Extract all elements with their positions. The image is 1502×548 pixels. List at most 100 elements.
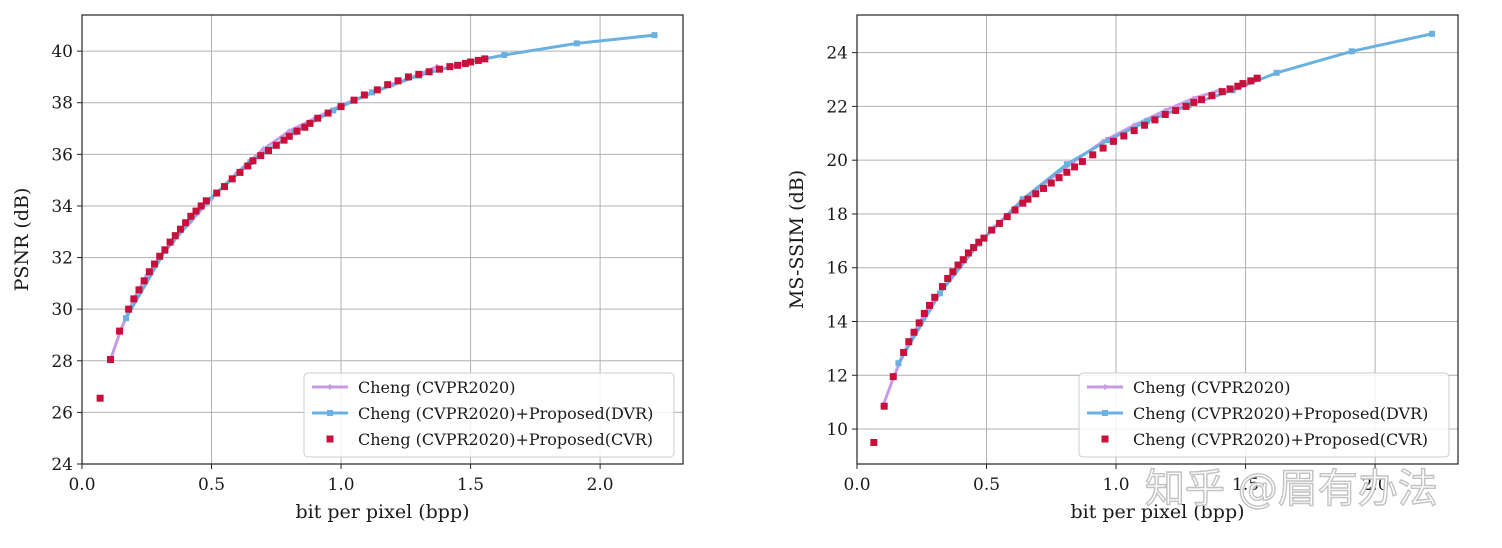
- watermark-text: 知乎 @眉有办法: [1145, 466, 1438, 512]
- data-point: [337, 103, 345, 111]
- data-point: [161, 246, 169, 254]
- y-tick-label: 16: [826, 259, 848, 279]
- data-point: [980, 234, 988, 242]
- data-point: [915, 319, 923, 327]
- y-tick-label: 18: [826, 205, 848, 225]
- data-point: [197, 202, 205, 210]
- y-tick-label: 20: [826, 151, 848, 171]
- data-point: [425, 68, 433, 76]
- data-point: [651, 32, 658, 39]
- data-point: [964, 249, 972, 257]
- data-point: [1063, 168, 1071, 176]
- series-0: [879, 87, 1223, 410]
- legend-marker: [1101, 435, 1109, 443]
- data-point: [900, 348, 908, 356]
- data-point: [910, 328, 918, 336]
- x-tick-label: 1.0: [328, 475, 355, 495]
- data-point: [959, 256, 967, 264]
- legend-box: [1078, 372, 1450, 458]
- legend-entry-label: Cheng (CVPR2020)+Proposed(DVR): [1133, 404, 1428, 423]
- data-point: [889, 373, 897, 381]
- data-point: [324, 109, 332, 117]
- x-tick-label: 2.0: [587, 475, 614, 495]
- data-point: [96, 394, 104, 402]
- data-point: [1253, 74, 1261, 82]
- series-2: [870, 74, 1261, 446]
- x-tick-label: 1.5: [457, 475, 484, 495]
- psnr-chart: 0.0 0.5 1.0 1.5 2.0 24 26 28 30 32 34 36 38 40 bit per…: [11, 14, 684, 523]
- y-tick-label: 14: [826, 313, 848, 333]
- data-point: [435, 65, 443, 73]
- data-point: [1144, 118, 1151, 125]
- series-2: [96, 55, 489, 402]
- data-point: [236, 168, 244, 176]
- legend-entry-label: Cheng (CVPR2020)+Proposed(CVR): [1133, 430, 1428, 449]
- data-point: [249, 157, 257, 165]
- data-point: [1040, 184, 1048, 192]
- series-line: [124, 33, 655, 319]
- data-point: [404, 73, 412, 81]
- data-point: [1055, 174, 1063, 182]
- y-tick-label: 38: [51, 94, 73, 114]
- legend-entry-label: Cheng (CVPR2020): [358, 378, 515, 397]
- data-point: [1130, 127, 1138, 135]
- data-point: [293, 127, 301, 135]
- y-tick-label: 10: [826, 420, 848, 440]
- data-point: [1161, 110, 1169, 118]
- y-tick-label: 26: [51, 403, 73, 423]
- data-point: [213, 189, 221, 197]
- data-point: [944, 274, 952, 282]
- data-point: [1198, 96, 1206, 104]
- data-point: [474, 56, 482, 64]
- data-point: [573, 40, 580, 47]
- data-point: [1172, 106, 1180, 114]
- data-point: [1109, 137, 1117, 145]
- data-point: [1019, 199, 1027, 207]
- data-point: [467, 58, 475, 66]
- y-tick-label: 12: [826, 366, 848, 386]
- data-point: [1141, 121, 1149, 129]
- y-tick-label: 22: [826, 97, 848, 117]
- data-point: [330, 107, 337, 114]
- x-axis-label: bit per pixel (bpp): [295, 501, 469, 523]
- data-point: [1151, 116, 1159, 124]
- data-point: [905, 338, 913, 346]
- data-point: [461, 60, 469, 68]
- data-point: [1120, 132, 1128, 140]
- data-point: [938, 283, 946, 291]
- data-point: [1089, 151, 1097, 159]
- data-point: [301, 123, 309, 131]
- data-point: [176, 225, 184, 233]
- data-point: [920, 309, 928, 317]
- legend-marker: [1102, 410, 1108, 416]
- data-point: [501, 51, 508, 58]
- x-tick-label: 2.0: [1362, 475, 1389, 495]
- data-point: [220, 183, 228, 191]
- data-point: [936, 290, 943, 297]
- y-tick-label: 30: [51, 300, 73, 320]
- data-point: [931, 293, 939, 301]
- y-tick-label: 24: [51, 455, 73, 475]
- y-tick-label: 24: [826, 44, 848, 64]
- y-axis-label: PSNR (dB): [11, 188, 33, 292]
- data-point: [1218, 88, 1226, 96]
- msssim-chart: 0.0 0.5 1.0 1.5 2.0 10 12 14 16 18 20 22 24 bit per p…: [786, 14, 1459, 523]
- data-point: [895, 360, 902, 367]
- data-point: [285, 132, 293, 140]
- data-point: [1063, 161, 1070, 168]
- legend-marker: [327, 384, 333, 390]
- data-point: [988, 226, 996, 234]
- data-point: [384, 81, 392, 89]
- data-point: [257, 152, 265, 160]
- data-point: [192, 207, 200, 215]
- data-point: [1226, 85, 1234, 93]
- data-point: [949, 268, 957, 276]
- data-point: [286, 128, 293, 135]
- x-axis-label: bit per pixel (bpp): [1070, 501, 1244, 523]
- x-tick-label: 0.5: [973, 475, 1000, 495]
- data-point: [1071, 163, 1079, 171]
- data-point: [202, 197, 210, 205]
- data-point: [1234, 82, 1242, 90]
- data-point: [171, 232, 179, 240]
